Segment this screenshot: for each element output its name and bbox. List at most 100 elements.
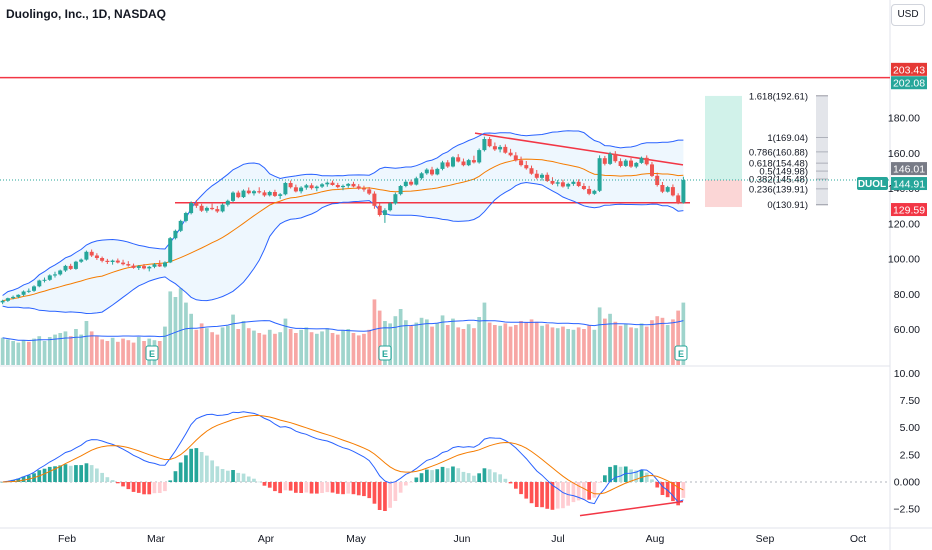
candle-body	[409, 181, 414, 185]
macd-axis-tick: 2.50	[900, 449, 921, 461]
volume-bar	[419, 317, 424, 365]
volume-bar	[508, 326, 513, 365]
macd-histogram-bar	[205, 455, 209, 482]
candle-body	[597, 158, 602, 191]
volume-bar	[100, 339, 104, 365]
macd-histogram-bar	[194, 448, 199, 482]
volume-bar	[262, 334, 267, 365]
volume-bar	[335, 334, 340, 365]
candle-body	[136, 266, 141, 268]
candle-body	[278, 194, 283, 196]
price-axis-badge-label: 144.91	[893, 179, 925, 191]
candle-body	[351, 183, 356, 187]
volume-bar	[655, 316, 660, 365]
candle-body	[419, 173, 424, 179]
candle-body	[173, 230, 178, 239]
macd-histogram-bar	[136, 482, 141, 493]
candle-body	[330, 182, 335, 185]
volume-bar	[110, 337, 115, 365]
volume-bar	[618, 325, 623, 365]
candle-body	[293, 187, 298, 192]
candle-body	[623, 160, 628, 166]
macd-histogram-bar	[131, 482, 136, 492]
candle-body	[456, 157, 461, 162]
volume-bar	[566, 329, 570, 365]
volume-bar	[639, 323, 644, 365]
candle-body	[676, 195, 681, 203]
volume-bar	[681, 302, 686, 365]
candle-body	[608, 153, 613, 164]
volume-bar	[246, 328, 251, 365]
macd-histogram-bar	[325, 482, 330, 493]
macd-histogram-bar	[278, 482, 282, 494]
candle-body	[199, 205, 204, 211]
macd-histogram-bar	[11, 479, 15, 482]
macd-histogram-bar	[472, 475, 476, 482]
candle-body	[362, 188, 366, 190]
macd-histogram-bar	[157, 482, 162, 493]
candle-body	[236, 192, 241, 198]
earnings-marker[interactable]	[378, 345, 392, 361]
candle-body	[314, 186, 319, 189]
macd-histogram-bar	[152, 482, 157, 494]
macd-histogram-bar	[503, 478, 508, 482]
volume-bar	[503, 323, 508, 365]
candle-body	[403, 181, 408, 186]
candle-body	[618, 161, 623, 166]
volume-bar	[550, 327, 555, 365]
volume-bar	[524, 322, 529, 365]
earnings-marker-label: E	[382, 349, 388, 359]
volume-bar	[445, 325, 450, 365]
candle-body	[68, 265, 73, 269]
macd-histogram-bar	[231, 470, 235, 482]
volume-bar	[79, 334, 83, 365]
macd-histogram-bar	[613, 465, 618, 482]
volume-bar	[163, 326, 167, 365]
volume-bar	[252, 330, 256, 365]
candle-body	[629, 160, 633, 167]
macd-histogram-bar	[603, 475, 607, 482]
volume-bar	[634, 328, 639, 365]
candle-body	[21, 291, 26, 295]
candle-body	[602, 158, 607, 164]
macd-histogram-bar	[618, 466, 623, 482]
earnings-marker[interactable]	[145, 345, 159, 361]
candle-body	[346, 183, 351, 186]
macd-histogram-bar	[644, 472, 649, 482]
candle-body	[587, 189, 592, 194]
candle-body	[335, 185, 340, 188]
volume-bar	[220, 327, 225, 365]
candle-body	[100, 258, 105, 261]
macd-histogram-bar	[493, 472, 497, 482]
volume-bar	[194, 329, 199, 365]
volume-bar	[0, 337, 5, 365]
earnings-marker[interactable]	[674, 345, 688, 361]
volume-bar	[388, 323, 392, 365]
candle-body	[550, 180, 555, 184]
macd-histogram-bar	[288, 482, 293, 491]
volume-bar	[603, 318, 607, 365]
volume-bar	[257, 333, 262, 365]
candle-body	[105, 260, 110, 262]
candle-body	[16, 294, 21, 297]
currency-selector[interactable]: USD	[891, 4, 925, 26]
macd-histogram-bar	[592, 482, 597, 498]
candle-body	[414, 178, 419, 185]
volume-bar	[142, 341, 146, 365]
macd-histogram-bar	[335, 482, 340, 494]
macd-histogram-bar	[304, 482, 309, 493]
macd-histogram-bar	[404, 482, 408, 486]
macd-histogram-bar	[105, 477, 110, 482]
candle-body	[670, 187, 675, 196]
macd-histogram-bar	[634, 470, 639, 482]
macd-axis-tick: 5.00	[900, 422, 921, 434]
volume-bar	[189, 313, 193, 365]
fib-level-label: 0.618(154.48)	[749, 159, 808, 170]
candle-body	[519, 160, 524, 166]
candle-body	[32, 286, 36, 291]
macd-histogram-bar	[47, 466, 52, 482]
price-axis-tick: 100.00	[888, 254, 920, 266]
candle-body	[681, 180, 686, 203]
macd-histogram-bar	[121, 482, 125, 487]
